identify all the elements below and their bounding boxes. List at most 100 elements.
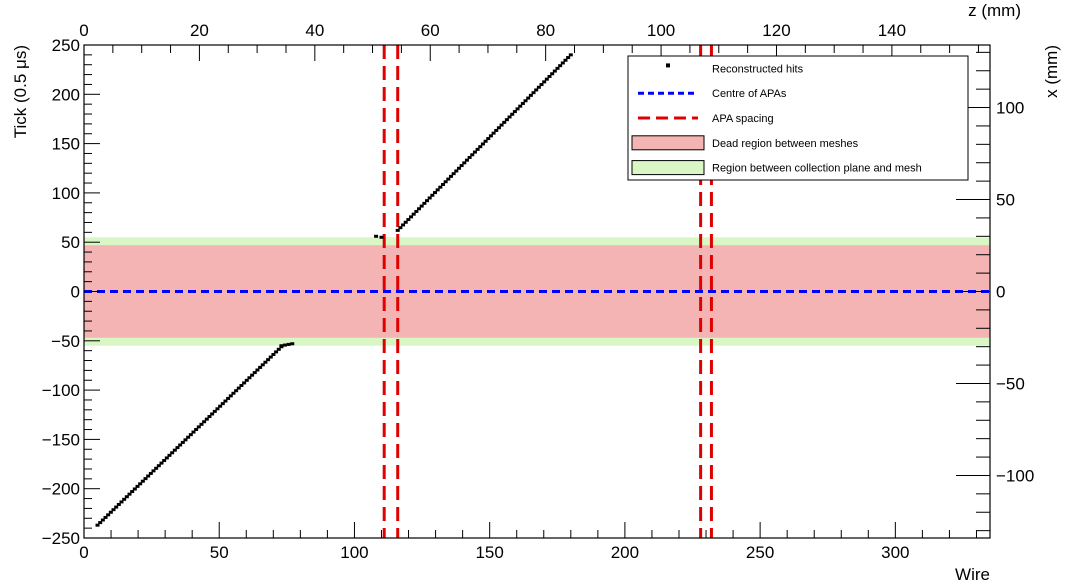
hit-marker-34	[186, 435, 191, 439]
hit-marker-15	[135, 484, 140, 488]
hit-marker-78	[401, 223, 406, 227]
hit-marker-63	[263, 360, 268, 364]
hit-marker-82	[411, 212, 416, 216]
hit-marker-87	[425, 199, 430, 203]
hit-marker-17	[140, 479, 145, 483]
hit-marker-119	[510, 112, 515, 116]
x-tick-label-150: 150	[475, 543, 503, 562]
hit-marker-51	[231, 391, 236, 395]
hit-marker-89	[430, 193, 435, 197]
hit-marker-66	[271, 352, 276, 356]
hit-marker-109	[483, 139, 488, 143]
hit-marker-64	[266, 358, 271, 362]
hit-marker-83	[414, 209, 419, 213]
hit-marker-38	[196, 425, 201, 429]
hit-marker-90	[432, 191, 437, 195]
hit-marker-36	[191, 430, 196, 434]
hit-marker-25	[162, 459, 167, 463]
y2-tick-label-100: 100	[996, 99, 1024, 118]
hit-marker-118	[507, 115, 512, 119]
hit-marker-41	[204, 417, 209, 421]
hit-marker-125	[526, 96, 531, 100]
hit-marker-88	[427, 196, 432, 200]
hit-marker-7	[114, 505, 119, 509]
hit-marker-56	[244, 378, 249, 382]
hit-marker-128	[534, 88, 539, 92]
hit-marker-16	[138, 482, 143, 486]
x2-tick-label-0: 0	[79, 21, 88, 40]
y2-tick-label--50: −50	[996, 374, 1025, 393]
x2-tick-label-60: 60	[421, 21, 440, 40]
hit-marker-98	[454, 169, 459, 173]
hit-marker-113	[494, 128, 499, 132]
hit-marker-100	[459, 164, 464, 168]
hit-marker-95	[446, 177, 451, 181]
y-tick-label--150: −150	[42, 430, 80, 449]
legend-label-4: Region between collection plane and mesh	[712, 163, 922, 175]
hit-marker-97	[451, 172, 456, 176]
hit-marker-75	[379, 235, 384, 239]
hit-marker-91	[435, 188, 440, 192]
hit-marker-22	[154, 466, 159, 470]
x-tick-label-100: 100	[340, 543, 368, 562]
x-tick-label-250: 250	[746, 543, 774, 562]
hit-marker-106	[475, 147, 480, 151]
hit-marker-96	[448, 174, 453, 178]
hit-marker-136	[555, 66, 560, 70]
hit-marker-108	[480, 142, 485, 146]
hit-marker-101	[462, 161, 467, 165]
hit-marker-85	[419, 204, 424, 208]
hit-marker-6	[111, 508, 116, 512]
hit-marker-67	[274, 350, 279, 354]
hit-marker-53	[236, 386, 241, 390]
hit-marker-0	[95, 523, 100, 527]
x2-axis-title: z (mm)	[968, 1, 1021, 20]
legend-label-3: Dead region between meshes	[712, 138, 859, 150]
x2-tick-label-140: 140	[878, 21, 906, 40]
y-tick-label-50: 50	[61, 233, 80, 252]
hit-marker-73	[290, 342, 295, 346]
x-tick-label-200: 200	[611, 543, 639, 562]
hit-marker-47	[220, 402, 225, 406]
hit-marker-32	[180, 440, 185, 444]
hit-marker-57	[247, 376, 252, 380]
hit-marker-122	[518, 104, 523, 108]
hit-marker-102	[464, 158, 469, 162]
y-tick-label--50: −50	[51, 332, 80, 351]
legend-label-2: APA spacing	[712, 113, 774, 125]
y-tick-label--100: −100	[42, 381, 80, 400]
y2-tick-label-0: 0	[996, 283, 1005, 302]
hit-marker-94	[443, 180, 448, 184]
hit-marker-79	[403, 220, 408, 224]
hit-marker-35	[188, 433, 193, 437]
hit-marker-111	[488, 134, 493, 138]
hit-marker-84	[417, 207, 422, 211]
hit-marker-115	[499, 123, 504, 127]
hit-marker-99	[456, 166, 461, 170]
y-tick-label--200: −200	[42, 480, 80, 499]
hit-marker-92	[438, 185, 443, 189]
hit-marker-137	[558, 64, 563, 68]
hit-marker-116	[502, 120, 507, 124]
hit-marker-80	[406, 218, 411, 222]
hit-marker-141	[568, 53, 573, 57]
hit-marker-21	[151, 469, 156, 473]
hit-marker-52	[234, 389, 239, 393]
x2-tick-label-40: 40	[305, 21, 324, 40]
hit-marker-74	[374, 234, 379, 238]
hit-marker-31	[178, 443, 183, 447]
hit-marker-65	[268, 355, 273, 359]
hit-marker-139	[563, 58, 568, 62]
hit-marker-9	[119, 500, 124, 504]
hit-marker-61	[258, 365, 263, 369]
collection-mesh-region-0	[84, 337, 990, 346]
hit-marker-112	[491, 131, 496, 135]
hit-marker-5	[108, 510, 113, 514]
hit-marker-107	[478, 145, 483, 149]
x2-tick-label-20: 20	[190, 21, 209, 40]
hit-marker-20	[148, 471, 153, 475]
hit-marker-33	[183, 438, 188, 442]
legend-symbol-collection	[631, 160, 705, 176]
hit-marker-93	[440, 182, 445, 186]
hit-marker-72	[286, 342, 291, 346]
